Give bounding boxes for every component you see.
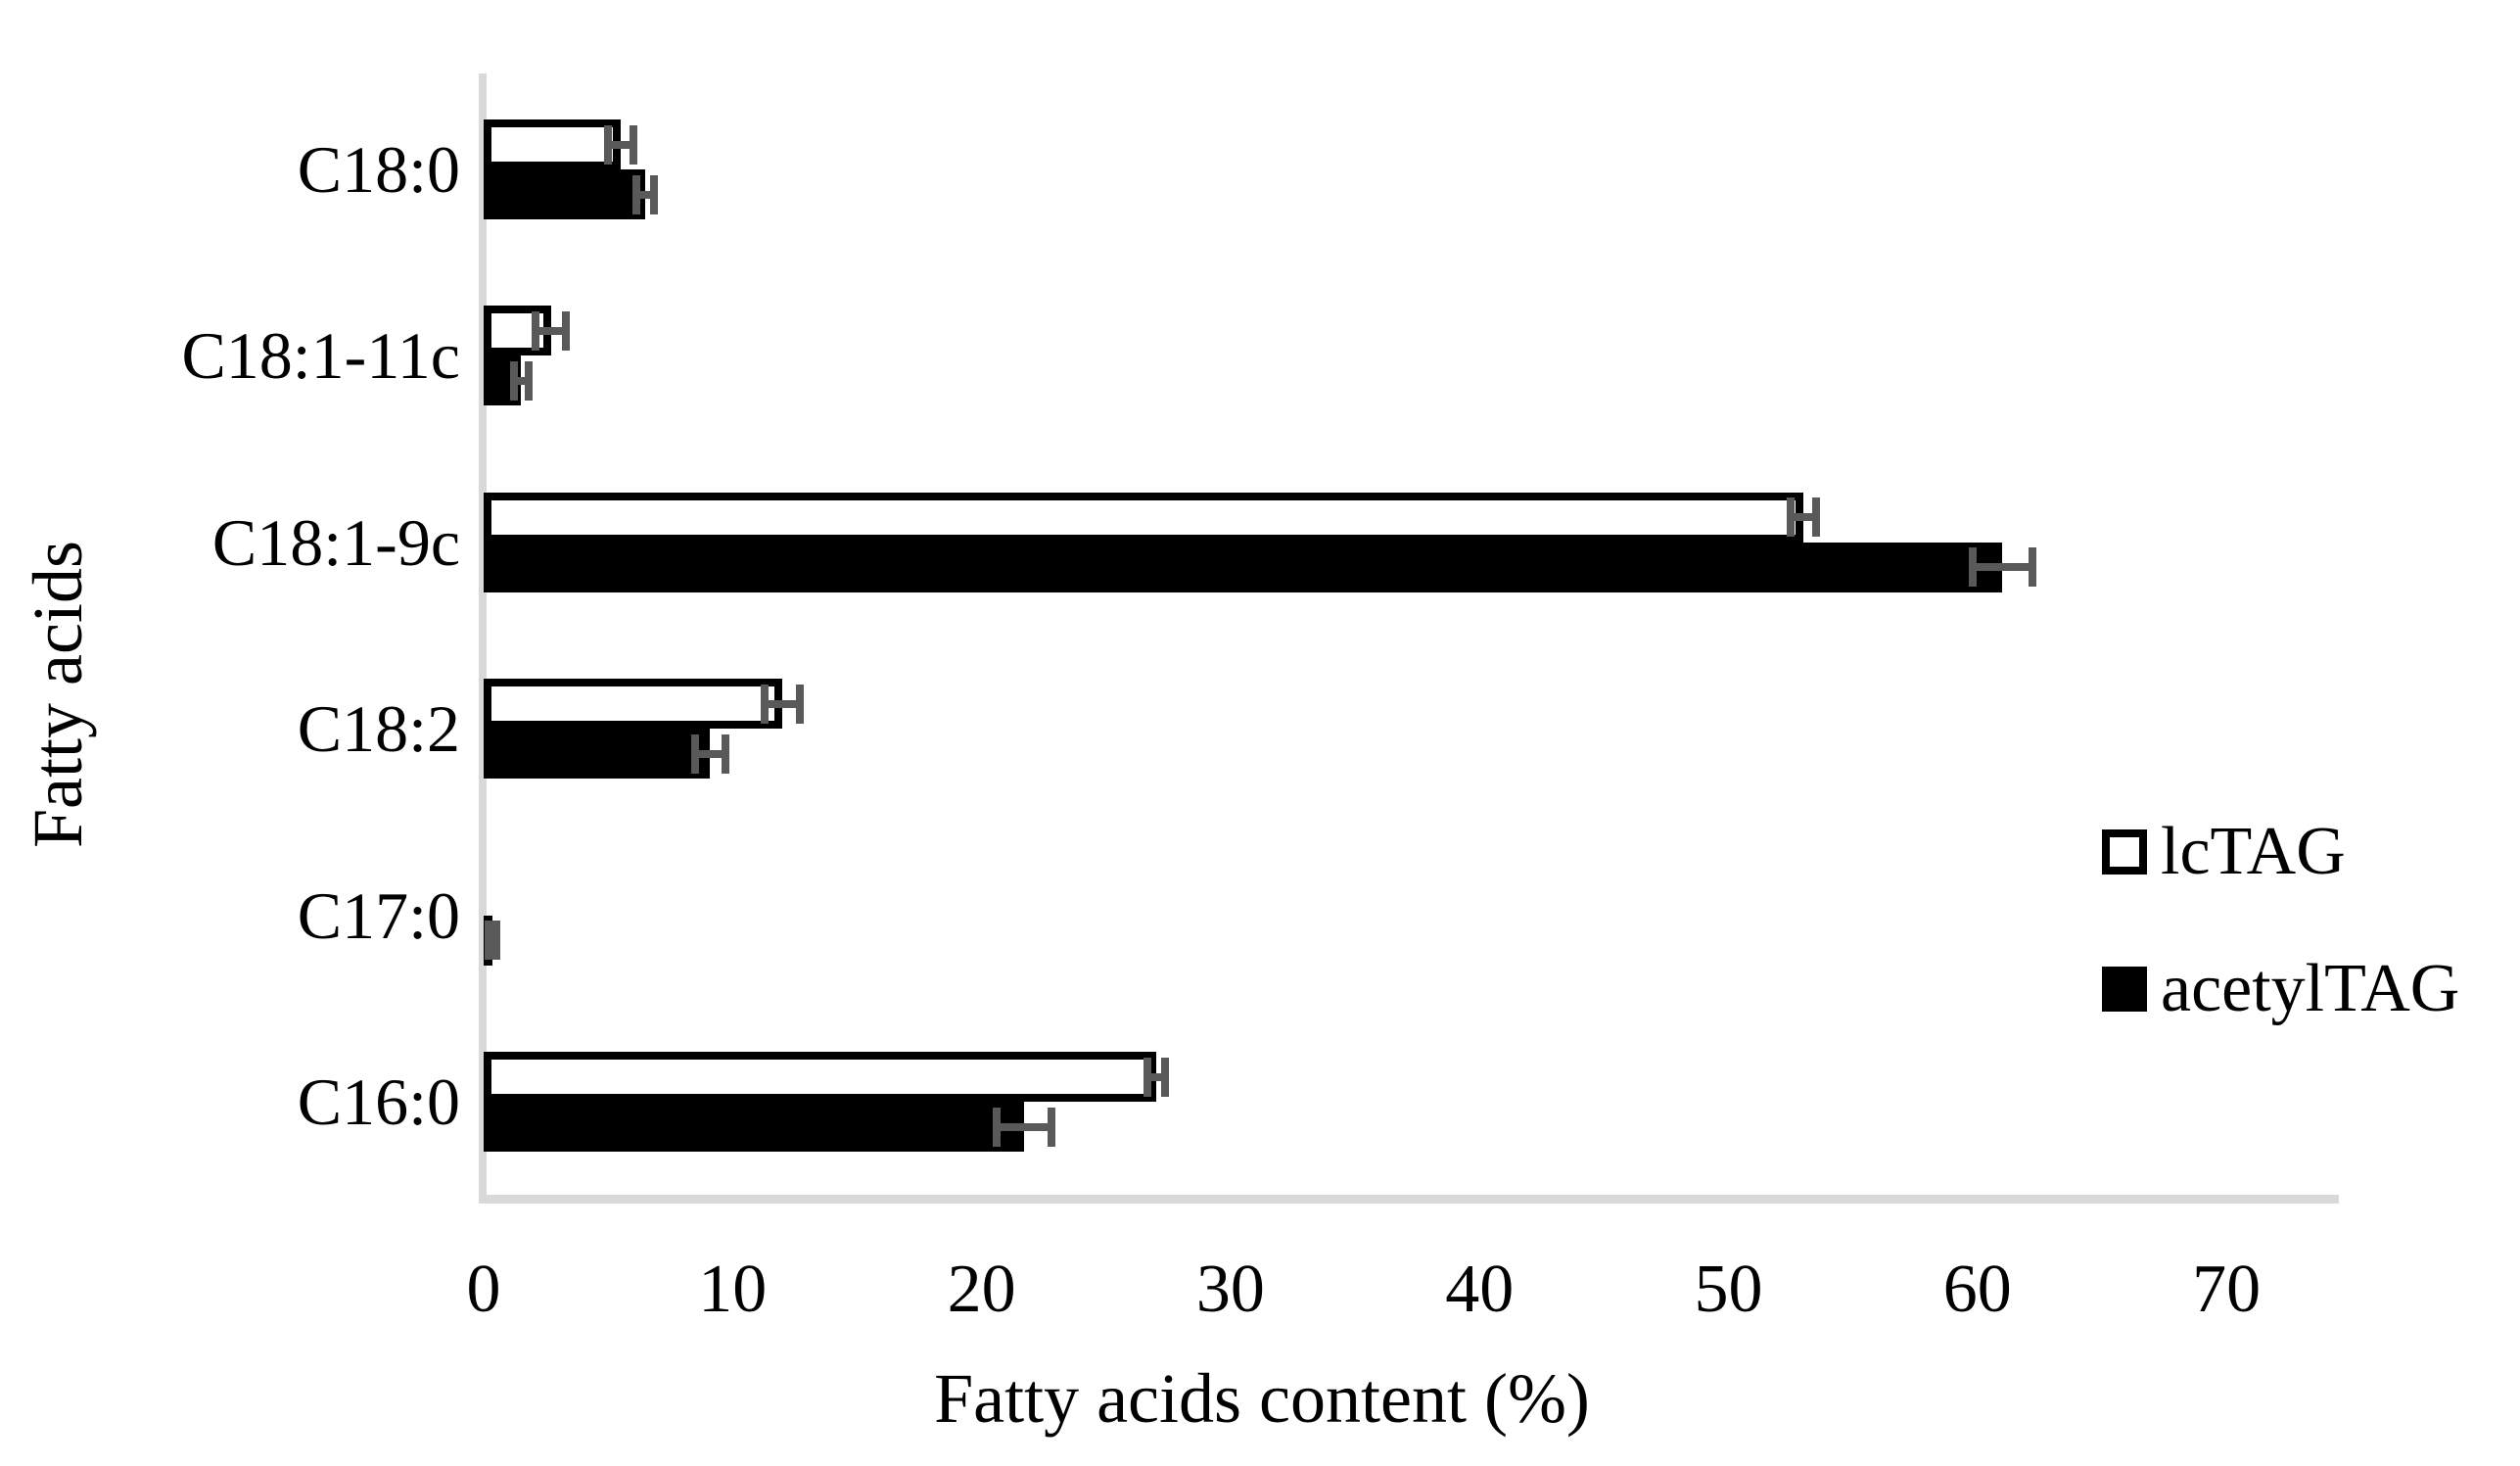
legend-item-lctag: lcTAG bbox=[2102, 818, 2459, 886]
error-bar bbox=[1791, 513, 1816, 522]
error-bar-cap bbox=[795, 684, 804, 724]
error-bar bbox=[996, 1122, 1051, 1131]
x-axis-line bbox=[479, 1195, 2339, 1204]
error-bar-cap bbox=[1968, 547, 1977, 588]
x-tick-label: 60 bbox=[1942, 1252, 2012, 1327]
legend-label-acetyltag: acetylTAG bbox=[2161, 951, 2460, 1026]
category-label: C18:1-9c bbox=[211, 504, 460, 580]
bar-lcTAG-C18:1-9c bbox=[484, 492, 1803, 543]
bar-acetylTAG-C18:2 bbox=[484, 729, 710, 780]
error-bar bbox=[608, 140, 633, 149]
error-bar-cap bbox=[1811, 497, 1820, 538]
x-tick-label: 30 bbox=[1195, 1252, 1265, 1327]
legend-item-acetyltag: acetylTAG bbox=[2102, 955, 2459, 1023]
category-label: C18:0 bbox=[297, 132, 460, 207]
x-tick-label: 20 bbox=[947, 1252, 1016, 1327]
error-bar-cap bbox=[485, 921, 493, 961]
bar-lcTAG-C18:0 bbox=[484, 119, 621, 169]
error-bar-cap bbox=[604, 124, 613, 165]
error-bar-cap bbox=[721, 733, 729, 774]
error-bar bbox=[695, 749, 725, 758]
error-bar-cap bbox=[650, 174, 659, 214]
x-tick-label: 70 bbox=[2192, 1252, 2262, 1327]
error-bar-cap bbox=[1143, 1057, 1151, 1097]
error-bar-cap bbox=[691, 733, 700, 774]
error-bar-cap bbox=[1160, 1057, 1169, 1097]
category-label: C17:0 bbox=[297, 877, 460, 953]
y-axis-line bbox=[479, 73, 487, 1197]
error-bar bbox=[536, 326, 566, 335]
bar-acetylTAG-C18:0 bbox=[484, 169, 645, 219]
legend-label-lctag: lcTAG bbox=[2161, 814, 2346, 889]
error-bar-cap bbox=[629, 124, 637, 165]
category-label: C18:1-11c bbox=[181, 318, 460, 394]
error-bar bbox=[1972, 563, 2032, 572]
error-bar-cap bbox=[491, 921, 500, 961]
error-bar-cap bbox=[509, 360, 518, 401]
x-tick-label: 40 bbox=[1445, 1252, 1515, 1327]
x-tick-label: 50 bbox=[1694, 1252, 1763, 1327]
error-bar-cap bbox=[761, 684, 770, 724]
x-axis-title: Fatty acids content (%) bbox=[934, 1359, 1590, 1438]
bar-acetylTAG-C16:0 bbox=[484, 1102, 1024, 1152]
error-bar-cap bbox=[561, 310, 570, 351]
bar-acetylTAG-C18:1-9c bbox=[484, 542, 2002, 592]
error-bar bbox=[513, 376, 529, 385]
error-bar-cap bbox=[632, 174, 641, 214]
error-bar-cap bbox=[524, 360, 533, 401]
error-bar-cap bbox=[1047, 1107, 1055, 1147]
x-tick-label: 0 bbox=[466, 1252, 501, 1327]
x-tick-label: 10 bbox=[698, 1252, 768, 1327]
bar-lcTAG-C16:0 bbox=[484, 1052, 1156, 1102]
error-bar-cap bbox=[532, 310, 540, 351]
category-label: C16:0 bbox=[297, 1064, 460, 1139]
bar-lcTAG-C18:2 bbox=[484, 679, 782, 730]
acetyltag-swatch-icon bbox=[2102, 967, 2147, 1012]
error-bar bbox=[1146, 1072, 1165, 1081]
error-bar-cap bbox=[2028, 547, 2036, 588]
category-label: C18:2 bbox=[297, 691, 460, 767]
error-bar-cap bbox=[992, 1107, 1001, 1147]
legend: lcTAG acetylTAG bbox=[2102, 818, 2459, 1104]
error-bar-cap bbox=[1787, 497, 1796, 538]
lctag-swatch-icon bbox=[2102, 829, 2147, 875]
error-bar bbox=[765, 699, 800, 708]
error-bar bbox=[636, 190, 655, 199]
